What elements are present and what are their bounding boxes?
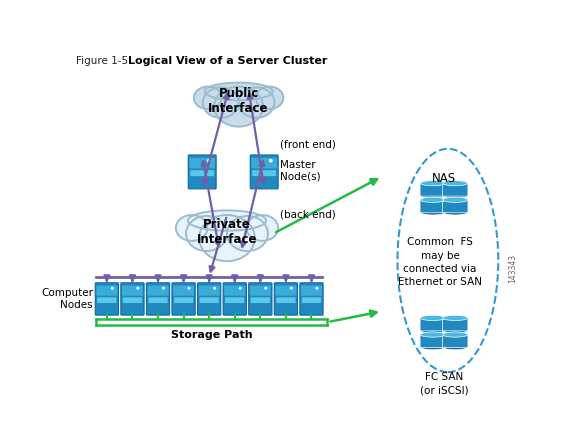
- Ellipse shape: [238, 88, 274, 118]
- Ellipse shape: [186, 216, 227, 251]
- FancyBboxPatch shape: [224, 286, 245, 296]
- FancyBboxPatch shape: [442, 183, 468, 196]
- FancyBboxPatch shape: [121, 283, 144, 315]
- Ellipse shape: [420, 345, 445, 350]
- FancyBboxPatch shape: [190, 170, 214, 176]
- FancyBboxPatch shape: [173, 286, 194, 296]
- FancyBboxPatch shape: [420, 318, 446, 331]
- Ellipse shape: [194, 87, 222, 109]
- Ellipse shape: [256, 87, 283, 109]
- FancyBboxPatch shape: [123, 297, 142, 303]
- FancyBboxPatch shape: [442, 334, 468, 347]
- Circle shape: [137, 286, 139, 290]
- Circle shape: [238, 286, 242, 290]
- Ellipse shape: [420, 197, 445, 202]
- FancyBboxPatch shape: [276, 297, 295, 303]
- Ellipse shape: [199, 215, 255, 261]
- Text: Common  FS
may be
connected via
Ethernet or SAN: Common FS may be connected via Ethernet …: [398, 237, 482, 287]
- FancyBboxPatch shape: [274, 283, 298, 315]
- Circle shape: [316, 286, 319, 290]
- FancyBboxPatch shape: [302, 297, 321, 303]
- Ellipse shape: [204, 83, 273, 100]
- Text: Logical View of a Server Cluster: Logical View of a Server Cluster: [128, 57, 327, 67]
- Circle shape: [290, 286, 293, 290]
- FancyBboxPatch shape: [122, 286, 143, 296]
- FancyBboxPatch shape: [146, 283, 170, 315]
- FancyBboxPatch shape: [225, 297, 244, 303]
- Ellipse shape: [443, 315, 468, 321]
- Ellipse shape: [203, 88, 238, 118]
- FancyBboxPatch shape: [190, 158, 215, 169]
- Text: 143343: 143343: [509, 254, 517, 283]
- FancyBboxPatch shape: [275, 286, 297, 296]
- FancyBboxPatch shape: [96, 286, 118, 296]
- Circle shape: [111, 286, 114, 290]
- FancyBboxPatch shape: [172, 283, 195, 315]
- Circle shape: [264, 286, 267, 290]
- FancyBboxPatch shape: [199, 286, 219, 296]
- Text: (back end): (back end): [281, 209, 336, 219]
- Ellipse shape: [443, 193, 468, 198]
- Ellipse shape: [443, 210, 468, 215]
- Circle shape: [213, 286, 216, 290]
- Text: Master
Node(s): Master Node(s): [281, 159, 321, 181]
- Ellipse shape: [443, 332, 468, 337]
- FancyBboxPatch shape: [420, 183, 446, 196]
- FancyBboxPatch shape: [199, 297, 219, 303]
- FancyBboxPatch shape: [95, 283, 119, 315]
- Text: NAS: NAS: [432, 172, 456, 184]
- FancyBboxPatch shape: [149, 297, 168, 303]
- Ellipse shape: [443, 328, 468, 333]
- Ellipse shape: [443, 180, 468, 186]
- Circle shape: [269, 159, 272, 162]
- Text: Computer
Nodes: Computer Nodes: [41, 288, 93, 310]
- Circle shape: [162, 286, 165, 290]
- Ellipse shape: [420, 315, 445, 321]
- Ellipse shape: [443, 197, 468, 202]
- Text: Private
Interface: Private Interface: [197, 218, 257, 246]
- Ellipse shape: [188, 210, 266, 231]
- FancyBboxPatch shape: [251, 297, 270, 303]
- FancyBboxPatch shape: [420, 199, 446, 213]
- Ellipse shape: [420, 210, 445, 215]
- FancyBboxPatch shape: [198, 283, 221, 315]
- Ellipse shape: [420, 328, 445, 333]
- Ellipse shape: [420, 193, 445, 198]
- Text: Public
Interface: Public Interface: [209, 87, 269, 115]
- FancyBboxPatch shape: [147, 286, 169, 296]
- Ellipse shape: [443, 345, 468, 350]
- Ellipse shape: [214, 87, 263, 127]
- Text: (front end): (front end): [281, 140, 336, 150]
- FancyBboxPatch shape: [174, 297, 194, 303]
- Circle shape: [188, 286, 191, 290]
- FancyBboxPatch shape: [442, 318, 468, 331]
- Text: FC SAN
(or iSCSI): FC SAN (or iSCSI): [420, 372, 468, 396]
- FancyBboxPatch shape: [251, 158, 277, 169]
- Text: Storage Path: Storage Path: [170, 330, 252, 340]
- Ellipse shape: [176, 215, 207, 241]
- Text: Figure 1-5: Figure 1-5: [76, 57, 128, 67]
- FancyBboxPatch shape: [420, 334, 446, 347]
- FancyBboxPatch shape: [250, 155, 278, 189]
- Circle shape: [207, 159, 211, 162]
- FancyBboxPatch shape: [223, 283, 247, 315]
- FancyBboxPatch shape: [252, 170, 276, 176]
- Ellipse shape: [420, 332, 445, 337]
- FancyBboxPatch shape: [301, 286, 322, 296]
- Ellipse shape: [420, 180, 445, 186]
- FancyBboxPatch shape: [188, 155, 216, 189]
- FancyBboxPatch shape: [249, 283, 272, 315]
- FancyBboxPatch shape: [250, 286, 271, 296]
- FancyBboxPatch shape: [442, 199, 468, 213]
- FancyBboxPatch shape: [97, 297, 116, 303]
- Ellipse shape: [227, 216, 268, 251]
- Ellipse shape: [247, 215, 278, 241]
- FancyBboxPatch shape: [300, 283, 323, 315]
